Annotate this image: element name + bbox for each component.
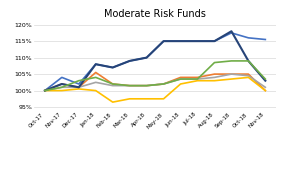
FRIFX	[247, 76, 250, 78]
VSMGX	[60, 83, 63, 85]
Line: VBINX: VBINX	[45, 33, 265, 91]
VSMGX	[230, 73, 233, 75]
PBP	[247, 60, 250, 62]
PBP	[162, 83, 165, 85]
FPIFX	[196, 78, 199, 80]
FRIFX	[128, 98, 131, 100]
PSL	[179, 40, 182, 42]
FRIFX	[230, 78, 233, 80]
FRIFX	[162, 98, 165, 100]
FRIFX	[60, 90, 63, 92]
FRIFX	[196, 80, 199, 82]
VBINX	[196, 40, 199, 42]
VBINX	[43, 90, 47, 92]
VBINX	[264, 38, 267, 41]
PSL	[43, 90, 47, 92]
FRIFX	[145, 98, 148, 100]
Line: FPIFX: FPIFX	[45, 74, 265, 91]
VSMGX	[196, 76, 199, 78]
VSMGX	[247, 73, 250, 75]
FPIFX	[128, 85, 131, 87]
VSMGX	[43, 90, 47, 92]
Title: Moderate Risk Funds: Moderate Risk Funds	[104, 9, 206, 19]
FPIFX	[77, 86, 80, 88]
PSL	[264, 80, 267, 82]
PBP	[94, 76, 98, 78]
Line: PSL: PSL	[45, 31, 265, 91]
FRIFX	[43, 90, 47, 92]
VBINX	[179, 40, 182, 42]
PBP	[264, 78, 267, 80]
VBINX	[94, 63, 98, 65]
PBP	[230, 60, 233, 62]
PBP	[179, 78, 182, 80]
VSMGX	[94, 71, 98, 74]
FRIFX	[264, 90, 267, 92]
PBP	[111, 83, 114, 85]
VBINX	[230, 32, 233, 34]
FRIFX	[179, 83, 182, 85]
PSL	[145, 57, 148, 59]
Line: FRIFX: FRIFX	[45, 77, 265, 102]
PSL	[111, 66, 114, 69]
PSL	[94, 63, 98, 65]
FPIFX	[43, 90, 47, 92]
PBP	[196, 78, 199, 80]
PSL	[77, 86, 80, 88]
PBP	[128, 85, 131, 87]
VSMGX	[213, 73, 216, 75]
VBINX	[77, 83, 80, 85]
PBP	[43, 90, 47, 92]
FPIFX	[145, 85, 148, 87]
VBINX	[162, 40, 165, 42]
Line: VSMGX: VSMGX	[45, 72, 265, 91]
FPIFX	[179, 78, 182, 80]
VBINX	[111, 66, 114, 69]
FPIFX	[264, 86, 267, 88]
FRIFX	[94, 90, 98, 92]
FPIFX	[111, 85, 114, 87]
VBINX	[213, 40, 216, 42]
PSL	[230, 30, 233, 32]
PSL	[247, 60, 250, 62]
PSL	[162, 40, 165, 42]
VBINX	[60, 76, 63, 78]
VBINX	[247, 37, 250, 39]
VSMGX	[111, 83, 114, 85]
VSMGX	[128, 85, 131, 87]
VSMGX	[145, 85, 148, 87]
PBP	[77, 80, 80, 82]
FPIFX	[60, 86, 63, 88]
Line: PBP: PBP	[45, 61, 265, 91]
FPIFX	[213, 76, 216, 78]
PSL	[128, 60, 131, 62]
PSL	[196, 40, 199, 42]
VSMGX	[179, 76, 182, 78]
FRIFX	[213, 80, 216, 82]
FPIFX	[162, 83, 165, 85]
PSL	[60, 83, 63, 85]
FPIFX	[94, 81, 98, 83]
FRIFX	[111, 101, 114, 103]
PBP	[213, 61, 216, 64]
VBINX	[145, 57, 148, 59]
VSMGX	[264, 90, 267, 92]
FRIFX	[77, 88, 80, 90]
FPIFX	[247, 75, 250, 77]
PBP	[60, 86, 63, 88]
VSMGX	[77, 86, 80, 88]
VBINX	[128, 60, 131, 62]
VSMGX	[162, 83, 165, 85]
PSL	[213, 40, 216, 42]
FPIFX	[230, 73, 233, 75]
PBP	[145, 85, 148, 87]
